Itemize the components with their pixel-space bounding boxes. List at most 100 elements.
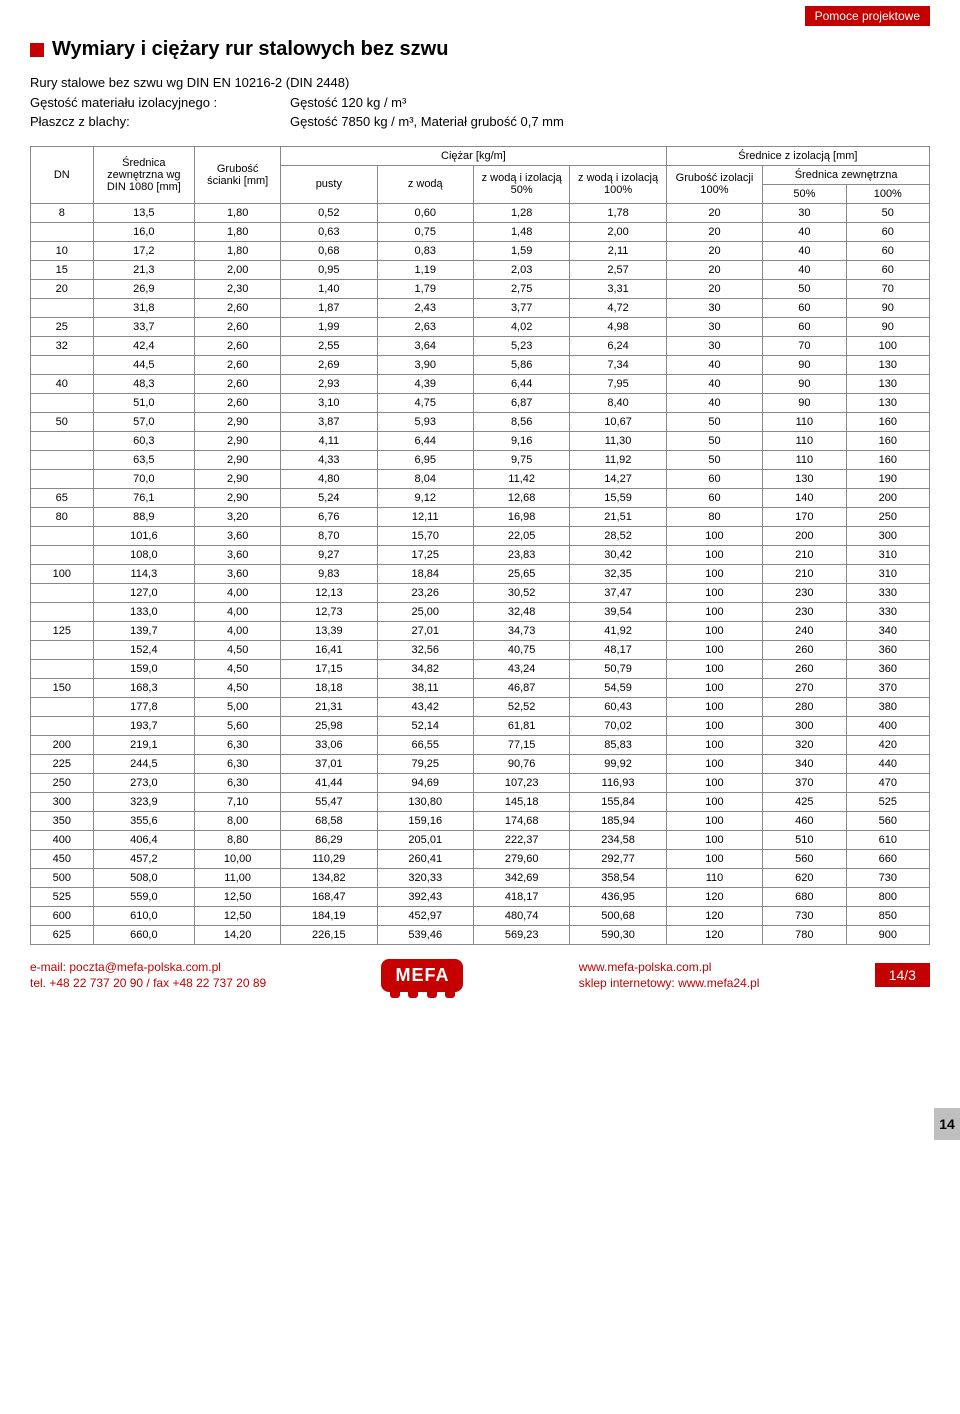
footer-site1: www.mefa-polska.com.pl <box>579 959 760 976</box>
table-cell: 18,84 <box>377 564 473 583</box>
table-cell: 50,79 <box>570 659 666 678</box>
table-cell: 3,60 <box>195 545 281 564</box>
table-cell: 440 <box>846 754 929 773</box>
table-cell: 15,59 <box>570 488 666 507</box>
table-cell: 480,74 <box>473 906 569 925</box>
table-cell: 330 <box>846 602 929 621</box>
table-cell: 57,0 <box>93 412 195 431</box>
table-cell <box>31 697 94 716</box>
table-cell: 13,39 <box>281 621 377 640</box>
table-cell: 4,50 <box>195 659 281 678</box>
table-cell: 100 <box>666 564 762 583</box>
table-row: 350355,68,0068,58159,16174,68185,9410046… <box>31 811 930 830</box>
table-cell <box>31 431 94 450</box>
table-cell: 569,23 <box>473 925 569 944</box>
category-badge: Pomoce projektowe <box>805 6 930 26</box>
table-cell: 4,98 <box>570 317 666 336</box>
table-cell: 48,17 <box>570 640 666 659</box>
table-cell: 457,2 <box>93 849 195 868</box>
table-cell: 17,25 <box>377 545 473 564</box>
th-weight-group: Ciężar [kg/m] <box>281 146 667 165</box>
table-cell: 100 <box>666 621 762 640</box>
meta-jacket-value: Gęstość 7850 kg / m³, Materiał grubość 0… <box>290 112 564 132</box>
table-cell: 2,57 <box>570 260 666 279</box>
th-empty: pusty <box>281 165 377 203</box>
table-cell: 392,43 <box>377 887 473 906</box>
table-cell: 210 <box>763 564 846 583</box>
mefa-logo: MEFA <box>381 959 463 992</box>
table-row: 6576,12,905,249,1212,6815,5960140200 <box>31 488 930 507</box>
table-cell <box>31 526 94 545</box>
table-cell: 2,60 <box>195 298 281 317</box>
table-cell: 0,52 <box>281 203 377 222</box>
table-cell: 273,0 <box>93 773 195 792</box>
table-cell: 5,60 <box>195 716 281 735</box>
table-cell: 32 <box>31 336 94 355</box>
table-cell: 8,56 <box>473 412 569 431</box>
table-cell: 23,83 <box>473 545 569 564</box>
footer-site2: sklep internetowy: www.mefa24.pl <box>579 975 760 992</box>
table-cell: 340 <box>763 754 846 773</box>
table-cell: 470 <box>846 773 929 792</box>
table-cell: 2,00 <box>570 222 666 241</box>
table-cell: 2,93 <box>281 374 377 393</box>
table-row: 250273,06,3041,4494,69107,23116,93100370… <box>31 773 930 792</box>
table-row: 70,02,904,808,0411,4214,2760130190 <box>31 469 930 488</box>
table-cell: 100 <box>666 716 762 735</box>
table-row: 152,44,5016,4132,5640,7548,17100260360 <box>31 640 930 659</box>
meta-line-standard: Rury stalowe bez szwu wg DIN EN 10216-2 … <box>30 73 930 93</box>
table-cell: 7,95 <box>570 374 666 393</box>
table-cell: 12,73 <box>281 602 377 621</box>
table-cell: 230 <box>763 602 846 621</box>
table-cell: 5,00 <box>195 697 281 716</box>
table-cell: 90 <box>763 374 846 393</box>
table-cell: 90 <box>846 298 929 317</box>
table-cell: 145,18 <box>473 792 569 811</box>
table-cell: 174,68 <box>473 811 569 830</box>
table-cell: 8,40 <box>570 393 666 412</box>
table-cell: 76,1 <box>93 488 195 507</box>
table-cell: 600 <box>31 906 94 925</box>
table-cell: 15,70 <box>377 526 473 545</box>
table-cell: 406,4 <box>93 830 195 849</box>
table-cell: 120 <box>666 925 762 944</box>
table-cell: 2,03 <box>473 260 569 279</box>
table-cell: 134,82 <box>281 868 377 887</box>
table-cell: 4,00 <box>195 583 281 602</box>
table-cell: 2,75 <box>473 279 569 298</box>
table-cell: 0,75 <box>377 222 473 241</box>
table-cell: 2,60 <box>195 317 281 336</box>
th-dn: DN <box>31 146 94 203</box>
table-cell: 25,98 <box>281 716 377 735</box>
table-cell: 110 <box>763 450 846 469</box>
table-cell: 26,9 <box>93 279 195 298</box>
table-cell: 280 <box>763 697 846 716</box>
table-cell: 177,8 <box>93 697 195 716</box>
table-cell: 12,68 <box>473 488 569 507</box>
table-cell: 40 <box>31 374 94 393</box>
table-cell: 66,55 <box>377 735 473 754</box>
table-cell: 60 <box>846 241 929 260</box>
table-cell: 10,00 <box>195 849 281 868</box>
table-cell: 43,42 <box>377 697 473 716</box>
table-cell: 12,50 <box>195 887 281 906</box>
table-cell: 130 <box>846 355 929 374</box>
table-cell: 41,92 <box>570 621 666 640</box>
table-cell: 33,7 <box>93 317 195 336</box>
table-cell <box>31 222 94 241</box>
table-cell: 380 <box>846 697 929 716</box>
table-cell: 660 <box>846 849 929 868</box>
table-cell: 3,10 <box>281 393 377 412</box>
table-row: 3242,42,602,553,645,236,243070100 <box>31 336 930 355</box>
table-cell: 358,54 <box>570 868 666 887</box>
table-cell: 193,7 <box>93 716 195 735</box>
table-cell: 80 <box>666 507 762 526</box>
table-cell: 77,15 <box>473 735 569 754</box>
table-row: 500508,011,00134,82320,33342,69358,54110… <box>31 868 930 887</box>
table-cell: 4,50 <box>195 678 281 697</box>
table-cell: 320,33 <box>377 868 473 887</box>
table-cell: 1,48 <box>473 222 569 241</box>
table-cell: 20 <box>666 203 762 222</box>
table-cell: 18,18 <box>281 678 377 697</box>
table-cell: 48,3 <box>93 374 195 393</box>
